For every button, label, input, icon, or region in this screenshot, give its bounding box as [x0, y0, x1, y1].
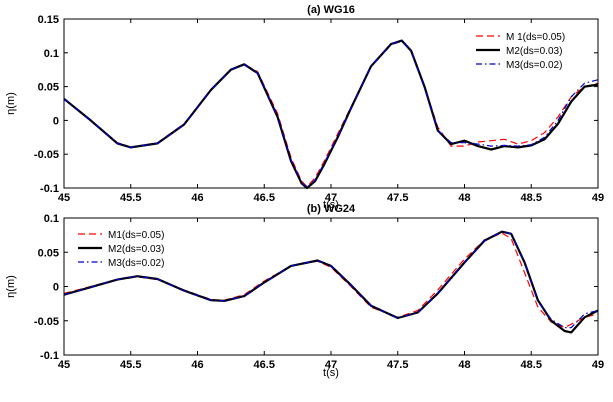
- x-tick-label: 45.5: [120, 192, 141, 204]
- x-tick-label: 48.5: [521, 192, 542, 204]
- y-axis-label: η(m): [5, 92, 17, 115]
- plot-frame: [63, 18, 599, 189]
- x-axis-label: t(s): [323, 367, 339, 379]
- x-axis-label: t(s): [323, 199, 339, 211]
- x-tick-label: 46.5: [254, 192, 275, 204]
- y-tick-label: 0.15: [38, 14, 59, 26]
- y-tick-label: -0.1: [40, 183, 59, 195]
- legend-entry: M 1(ds=0.05): [506, 32, 565, 43]
- x-tick-label: 47: [325, 359, 337, 371]
- x-tick-label: 45: [58, 192, 70, 204]
- x-tick-label: 45.5: [120, 359, 141, 371]
- x-tick-label: 48.5: [521, 359, 542, 371]
- y-tick-label: 0.1: [44, 48, 59, 60]
- legend-entry: M2(ds=0.03): [506, 46, 562, 57]
- figure-caption: [30, 386, 610, 402]
- legend: M1(ds=0.05) M2(ds=0.03) M3(ds=0.02): [78, 230, 164, 269]
- x-tick-label: 47.5: [387, 359, 408, 371]
- x-tick-label: 47: [325, 192, 337, 204]
- y-tick-label: -0.1: [40, 350, 59, 362]
- legend-entry: M2(ds=0.03): [108, 244, 164, 255]
- x-tick-label: 46: [191, 192, 203, 204]
- x-tick-label: 49: [592, 359, 604, 371]
- chart-title: (a) WG16: [307, 4, 355, 16]
- x-tick-label: 45: [58, 359, 70, 371]
- x-tick-label: 49: [592, 192, 604, 204]
- x-tick-label: 48: [458, 359, 470, 371]
- legend-entry: M1(ds=0.05): [108, 230, 164, 241]
- y-tick-label: -0.05: [34, 149, 59, 161]
- y-axis-label: η(m): [5, 275, 17, 298]
- chart-panel-1: 45 45.5 46 46.5 47 47.5 48 48.5 49 -0.1 -0.05 0 0.05…: [5, 4, 604, 211]
- y-tick-label: 0: [53, 115, 59, 127]
- x-tick-label: 48: [458, 192, 470, 204]
- x-tick-label: 46: [191, 359, 203, 371]
- y-tick-label: 0.1: [44, 213, 59, 225]
- x-tick-label: 47.5: [387, 192, 408, 204]
- y-tick-label: 0.05: [38, 247, 59, 259]
- y-tick-label: 0: [53, 282, 59, 294]
- series-line-3: [63, 39, 599, 188]
- y-tick-label: -0.05: [34, 316, 59, 328]
- chart-panel-2: 45 45.5 46 46.5 47 47.5 48 48.5 49 -0.1 -0.05 0 0.05…: [5, 203, 604, 379]
- series-line-3: [63, 231, 599, 329]
- legend-entry: M3(ds=0.02): [108, 258, 164, 269]
- x-tick-label: 46.5: [254, 359, 275, 371]
- legend-entry: M3(ds=0.02): [506, 60, 562, 71]
- legend: M 1(ds=0.05) M2(ds=0.03) M3(ds=0.02): [476, 32, 565, 71]
- chart-title: (b) WG24: [307, 203, 356, 215]
- y-tick-label: 0.05: [38, 82, 59, 94]
